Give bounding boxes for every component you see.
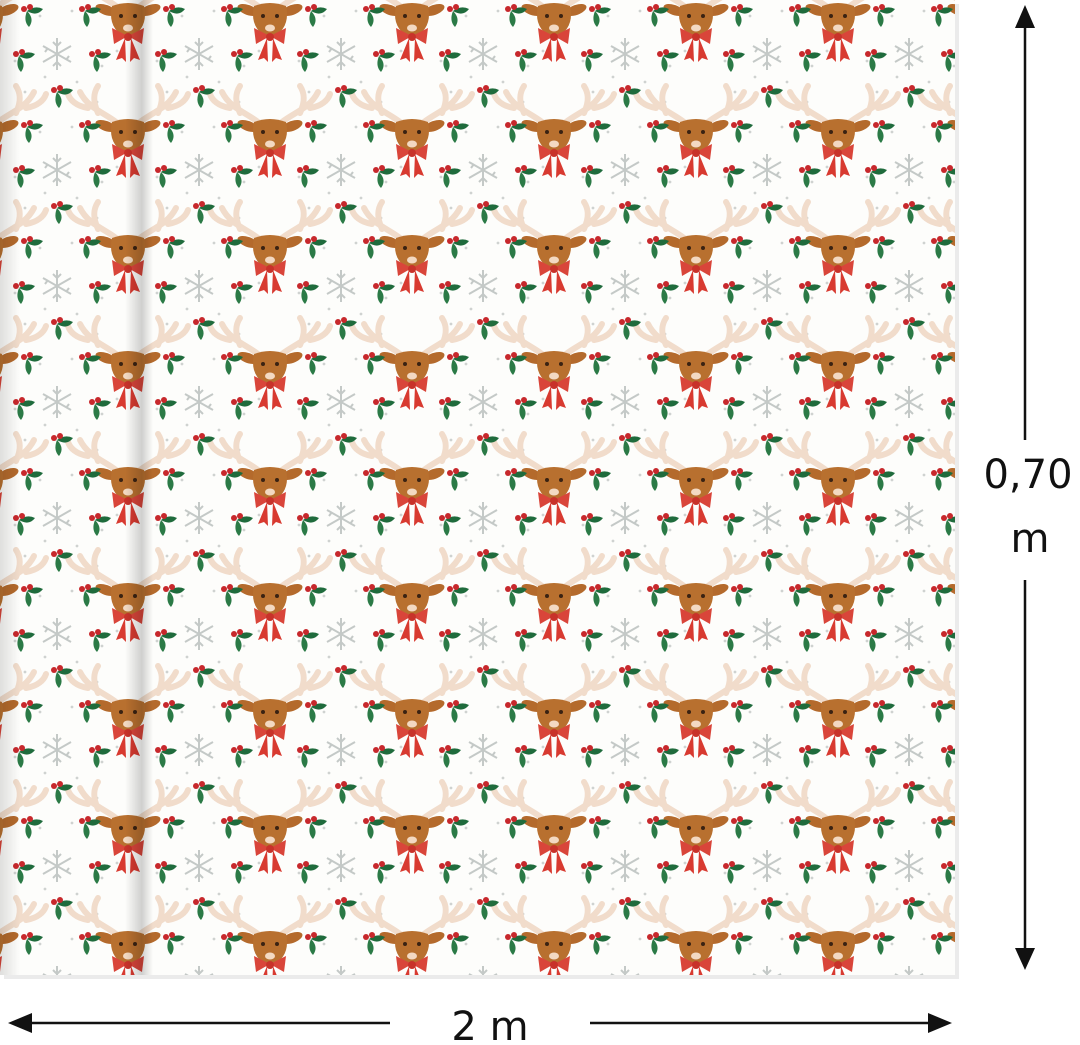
height-unit: m [1011, 516, 1050, 562]
height-dimension: 0,70 m [983, 5, 1073, 970]
width-dimension: 2 m [8, 1004, 952, 1045]
wrapping-paper [0, 0, 959, 979]
width-label: 2 m [451, 1004, 528, 1045]
height-number: 0,70 [983, 452, 1072, 498]
